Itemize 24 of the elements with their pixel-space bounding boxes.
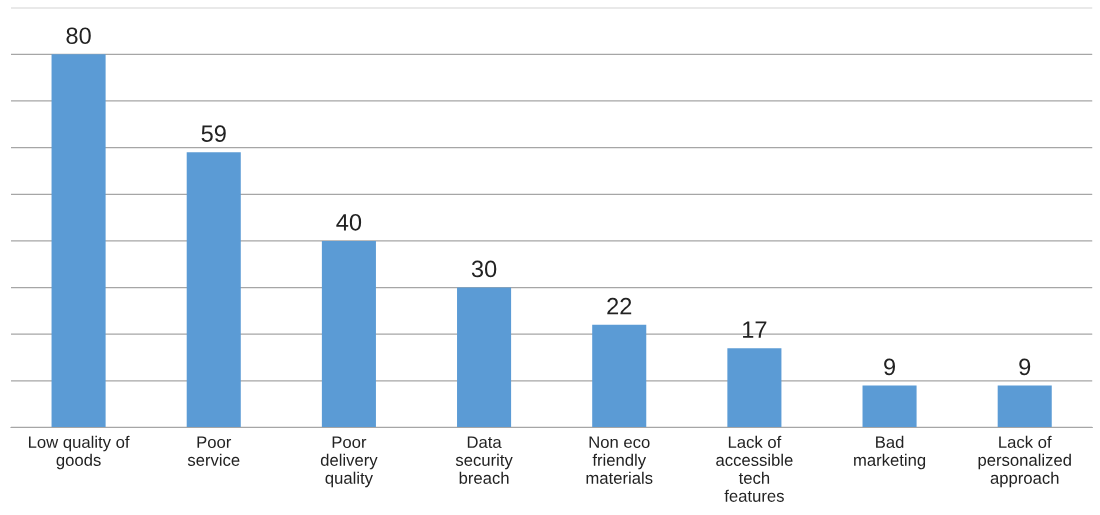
x-tick-label: Poor service bbox=[187, 436, 240, 466]
x-tick-label: Lack of personalized approach bbox=[978, 435, 1071, 488]
bar bbox=[186, 152, 241, 428]
data-label: 22 bbox=[607, 297, 632, 315]
bar bbox=[997, 385, 1052, 428]
x-tick-label: Poor delivery quality bbox=[320, 436, 378, 488]
bar bbox=[862, 385, 917, 428]
bar bbox=[457, 287, 512, 428]
x-tick-label: Bad marketing bbox=[854, 435, 926, 470]
x-tick-label: Data security breach bbox=[455, 436, 513, 484]
bar bbox=[51, 54, 106, 428]
bar bbox=[321, 240, 376, 428]
x-tick-label: Low quality of goods bbox=[29, 435, 130, 470]
data-label: 40 bbox=[336, 213, 362, 231]
data-label: 59 bbox=[201, 125, 226, 143]
data-label: 30 bbox=[471, 260, 497, 278]
data-label: 80 bbox=[66, 27, 91, 45]
x-tick-label: Non eco friendly materials bbox=[586, 436, 653, 484]
bar bbox=[727, 348, 782, 428]
data-label: 9 bbox=[884, 358, 895, 376]
bar bbox=[592, 324, 647, 428]
data-label: 9 bbox=[1019, 358, 1031, 376]
x-tick-label: Lack of accessible tech features bbox=[716, 435, 793, 502]
data-label: 17 bbox=[743, 321, 767, 338]
